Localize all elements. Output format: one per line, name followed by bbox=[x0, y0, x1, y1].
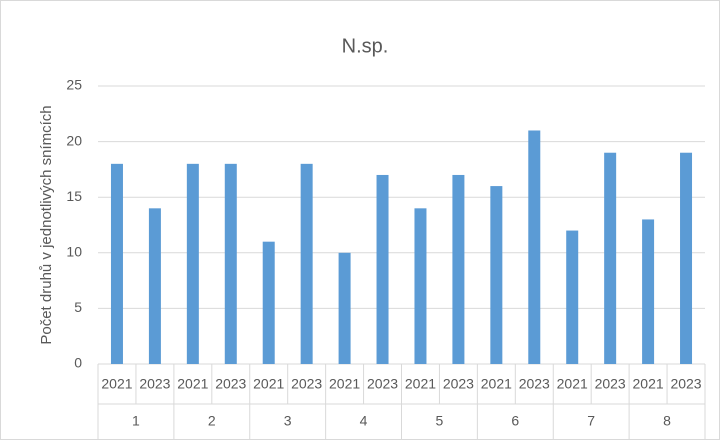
group-label: 1 bbox=[132, 413, 140, 429]
bar bbox=[110, 163, 123, 364]
x-tick-label: 2021 bbox=[557, 376, 588, 392]
x-tick-label: 2021 bbox=[481, 376, 512, 392]
bar bbox=[376, 174, 389, 364]
chart-title: N.sp. bbox=[342, 35, 389, 57]
bar bbox=[452, 174, 465, 364]
bar bbox=[566, 230, 579, 364]
group-label: 3 bbox=[284, 413, 292, 429]
x-tick-label: 2021 bbox=[405, 376, 436, 392]
x-tick-label: 2021 bbox=[177, 376, 208, 392]
bar bbox=[528, 130, 541, 364]
group-label: 8 bbox=[663, 413, 671, 429]
bar bbox=[490, 186, 503, 364]
y-tick-label: 20 bbox=[66, 132, 82, 148]
x-tick-label: 2023 bbox=[595, 376, 626, 392]
group-label: 4 bbox=[360, 413, 368, 429]
x-tick-label: 2023 bbox=[670, 376, 701, 392]
group-label: 7 bbox=[587, 413, 595, 429]
x-tick-label: 2023 bbox=[367, 376, 398, 392]
x-tick-label: 2023 bbox=[443, 376, 474, 392]
bar bbox=[680, 152, 693, 364]
x-tick-label: 2023 bbox=[291, 376, 322, 392]
group-label: 6 bbox=[511, 413, 519, 429]
y-axis-label: Počet druhů v jednotlivých snímcích bbox=[38, 105, 55, 344]
bar bbox=[414, 208, 427, 364]
x-tick-label: 2021 bbox=[101, 376, 132, 392]
x-tick-label: 2023 bbox=[139, 376, 170, 392]
x-tick-label: 2021 bbox=[329, 376, 360, 392]
y-tick-label: 25 bbox=[66, 77, 82, 93]
bar bbox=[604, 152, 617, 364]
y-tick-label: 10 bbox=[66, 244, 82, 260]
group-label: 2 bbox=[208, 413, 216, 429]
bar bbox=[186, 163, 199, 364]
y-tick-label: 15 bbox=[66, 188, 82, 204]
bar bbox=[262, 241, 275, 364]
x-tick-label: 2021 bbox=[633, 376, 664, 392]
y-tick-label: 0 bbox=[74, 355, 82, 371]
bar bbox=[642, 219, 655, 364]
y-tick-label: 5 bbox=[74, 299, 82, 315]
bar bbox=[338, 252, 351, 364]
bar bbox=[300, 163, 313, 364]
x-tick-label: 2021 bbox=[253, 376, 284, 392]
x-tick-label: 2023 bbox=[215, 376, 246, 392]
bar bbox=[148, 208, 161, 364]
group-label: 5 bbox=[436, 413, 444, 429]
bar bbox=[224, 163, 237, 364]
x-tick-label: 2023 bbox=[519, 376, 550, 392]
